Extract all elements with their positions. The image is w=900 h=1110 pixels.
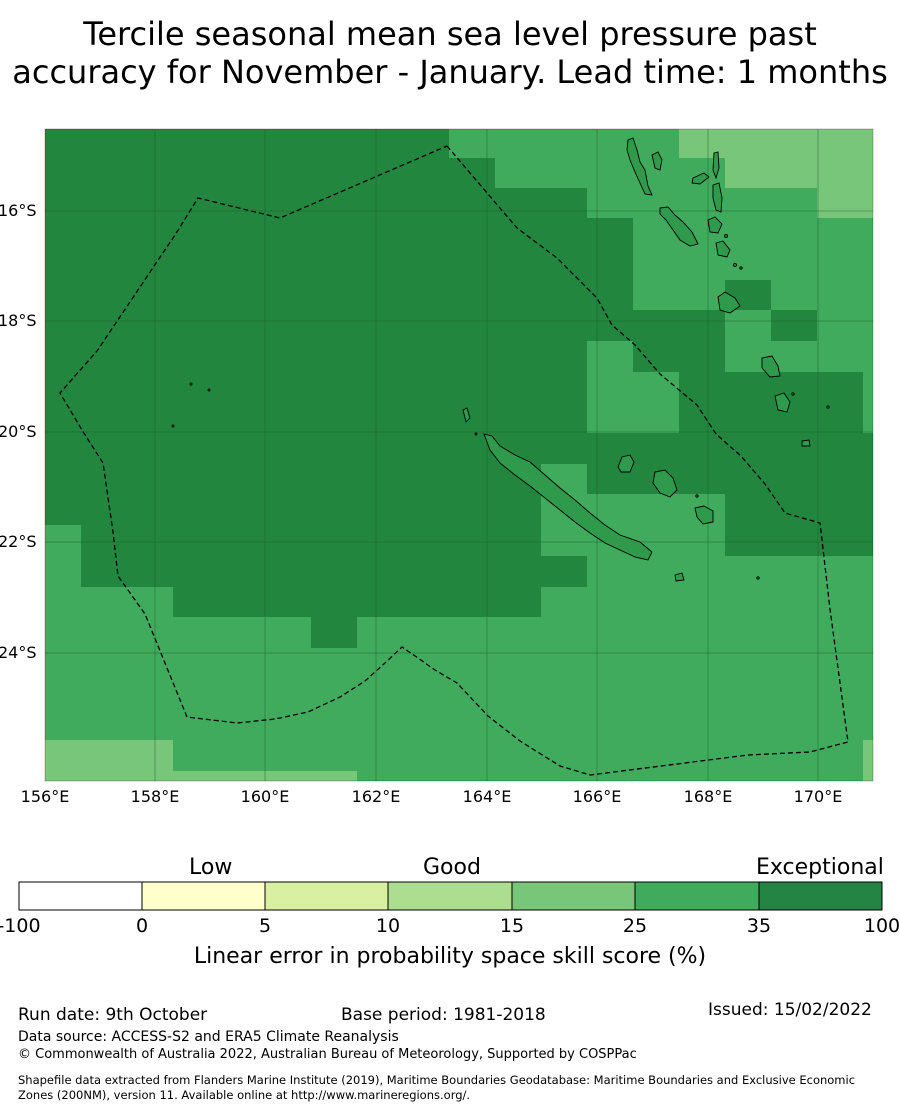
colorbar-tick-10: 10 xyxy=(375,915,401,937)
lon-label-164e: 164°E xyxy=(462,787,512,806)
lon-label-158e: 158°E xyxy=(130,787,180,806)
field-exceptional xyxy=(45,129,873,648)
lon-label-160e: 160°E xyxy=(240,787,290,806)
lat-label-18s: 18°S xyxy=(0,311,37,330)
colorbar-seg-2 xyxy=(142,882,265,910)
islands xyxy=(171,137,830,582)
shapefile-credit-1: Shapefile data extracted from Flanders M… xyxy=(18,1073,856,1087)
base-period: Base period: 1981-2018 xyxy=(341,1005,546,1025)
lon-label-162e: 162°E xyxy=(351,787,401,806)
run-date: Run date: 9th October xyxy=(18,1005,208,1025)
field-light-bottom-left xyxy=(45,740,357,781)
field-light-bottom-right xyxy=(863,740,873,781)
title-line-1: Tercile seasonal mean sea level pressure… xyxy=(83,15,817,53)
colorbar-seg-3 xyxy=(265,882,388,910)
colorbar-tick-minus100: -100 xyxy=(0,915,41,937)
lon-label-156e: 156°E xyxy=(20,787,70,806)
title-line-2: accuracy for November - January. Lead ti… xyxy=(12,53,888,91)
colorbar-seg-5 xyxy=(512,882,635,910)
copyright: © Commonwealth of Australia 2022, Austra… xyxy=(18,1047,637,1062)
lat-label-24s: 24°S xyxy=(0,643,37,662)
colorbar-seg-1 xyxy=(19,882,142,910)
map-canvas xyxy=(44,128,874,782)
legend-category-exceptional: Exceptional xyxy=(756,855,884,880)
legend-category-good: Good xyxy=(423,855,481,880)
colorbar-tick-15: 15 xyxy=(499,915,525,937)
colorbar-seg-7 xyxy=(759,882,882,910)
colorbar-frame xyxy=(18,881,883,911)
colorbar-seg-6 xyxy=(635,882,759,910)
field-light-top-right xyxy=(679,129,873,218)
lat-label-16s: 16°S xyxy=(0,201,37,220)
map-frame xyxy=(44,128,874,782)
colorbar-tick-35: 35 xyxy=(746,915,772,937)
colorbar-label: Linear error in probability space skill … xyxy=(193,944,707,969)
lon-label-166e: 166°E xyxy=(572,787,622,806)
data-source: Data source: ACCESS-S2 and ERA5 Climate … xyxy=(18,1029,399,1045)
issued-date: Issued: 15/02/2022 xyxy=(708,1000,872,1020)
colorbar-tick-5: 5 xyxy=(258,915,272,937)
skill-map: 16°S 18°S 20°S 22°S 24°S 156°E 158°E 160… xyxy=(0,128,874,806)
colorbar-seg-4 xyxy=(388,882,512,910)
eez-boundary xyxy=(59,145,849,776)
lon-label-170e: 170°E xyxy=(793,787,843,806)
grid-lines xyxy=(45,129,873,781)
colorbar-tick-0: 0 xyxy=(135,915,149,937)
colorbar xyxy=(18,881,883,911)
lat-label-20s: 20°S xyxy=(0,422,37,441)
lat-label-22s: 22°S xyxy=(0,532,37,551)
legend-category-low: Low xyxy=(189,855,233,880)
colorbar-tick-100: 100 xyxy=(863,915,900,937)
shapefile-credit-2: Zones (200NM), version 11. Available onl… xyxy=(18,1088,471,1102)
colorbar-tick-25: 25 xyxy=(622,915,648,937)
lon-label-168e: 168°E xyxy=(683,787,733,806)
